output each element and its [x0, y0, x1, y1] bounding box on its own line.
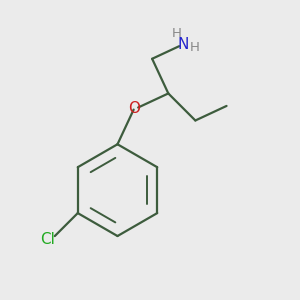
- Text: Cl: Cl: [40, 232, 55, 247]
- Text: O: O: [128, 101, 140, 116]
- Text: N: N: [178, 37, 189, 52]
- Text: H: H: [190, 41, 200, 54]
- Text: H: H: [172, 27, 182, 40]
